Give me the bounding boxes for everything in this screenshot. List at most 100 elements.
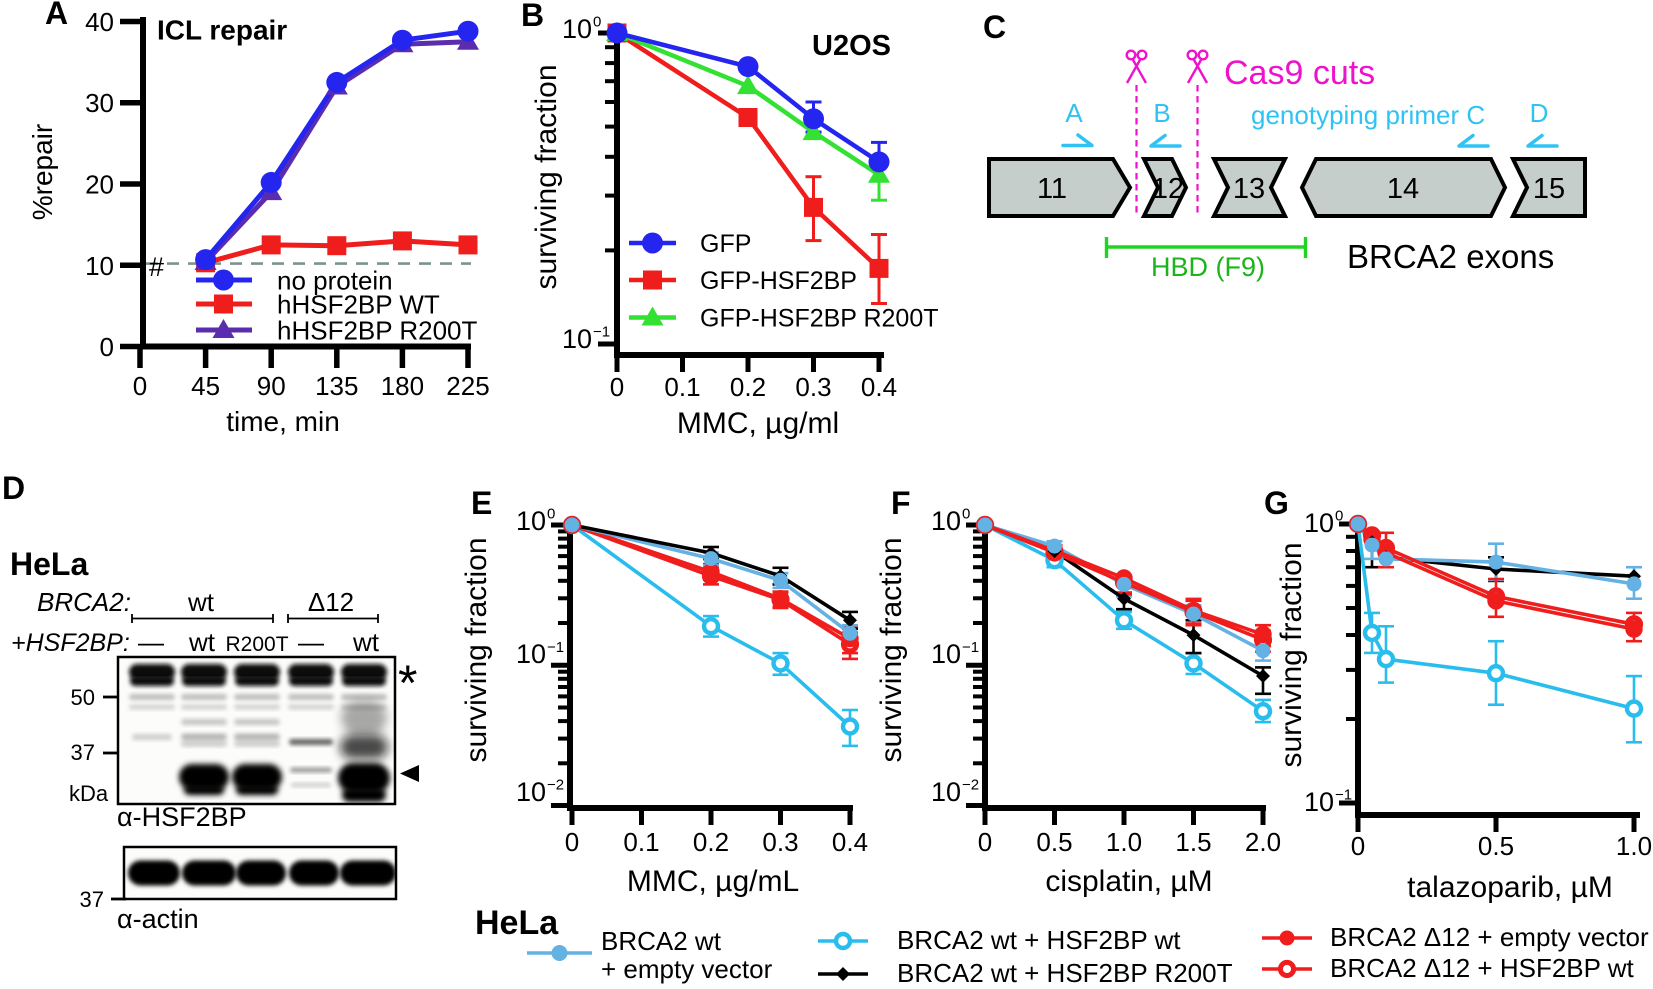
svg-text:B: B bbox=[521, 0, 544, 33]
svg-text:D: D bbox=[1530, 98, 1549, 128]
svg-text:1.0: 1.0 bbox=[1616, 831, 1652, 861]
svg-text:0: 0 bbox=[593, 14, 601, 31]
svg-text:surviving fraction: surviving fraction bbox=[530, 64, 563, 289]
svg-text:Δ12: Δ12 bbox=[308, 587, 354, 617]
svg-text:11: 11 bbox=[1037, 173, 1067, 205]
svg-text:wt: wt bbox=[352, 627, 380, 657]
svg-text:+ empty vector: + empty vector bbox=[601, 954, 773, 984]
svg-text:0: 0 bbox=[133, 371, 147, 401]
svg-text:0.2: 0.2 bbox=[730, 372, 766, 402]
svg-text:0.1: 0.1 bbox=[623, 827, 659, 857]
svg-text:10: 10 bbox=[1304, 508, 1334, 538]
svg-text:D: D bbox=[2, 470, 25, 506]
svg-text:1.0: 1.0 bbox=[1106, 827, 1142, 857]
svg-text:Cas9 cuts: Cas9 cuts bbox=[1224, 54, 1375, 92]
svg-text:A: A bbox=[1065, 98, 1083, 128]
svg-text:−1: −1 bbox=[547, 639, 564, 656]
svg-text:−1: −1 bbox=[962, 639, 979, 656]
svg-text:MMC, µg/mL: MMC, µg/mL bbox=[627, 865, 799, 898]
svg-text:135: 135 bbox=[315, 371, 358, 401]
svg-text:#: # bbox=[149, 252, 164, 282]
svg-text:HeLa: HeLa bbox=[475, 904, 559, 942]
svg-text:10: 10 bbox=[516, 506, 546, 536]
svg-text:30: 30 bbox=[85, 88, 114, 118]
svg-text:10: 10 bbox=[931, 506, 961, 536]
svg-text:BRCA2:: BRCA2: bbox=[37, 587, 131, 617]
svg-text:50: 50 bbox=[71, 685, 95, 710]
svg-text:+HSF2BP:: +HSF2BP: bbox=[11, 629, 130, 657]
svg-text:%repair: %repair bbox=[27, 124, 58, 220]
svg-text:13: 13 bbox=[1233, 173, 1265, 205]
svg-text:−1: −1 bbox=[593, 324, 610, 341]
svg-text:0.3: 0.3 bbox=[795, 372, 831, 402]
svg-text:10: 10 bbox=[931, 777, 961, 807]
svg-text:1.5: 1.5 bbox=[1175, 827, 1211, 857]
svg-text:0: 0 bbox=[565, 827, 579, 857]
svg-text:0: 0 bbox=[978, 827, 992, 857]
svg-text:MMC, µg/ml: MMC, µg/ml bbox=[677, 407, 839, 440]
svg-text:225: 225 bbox=[446, 371, 489, 401]
svg-text:37: 37 bbox=[71, 740, 95, 765]
svg-text:no protein: no protein bbox=[277, 266, 393, 296]
svg-text:G: G bbox=[1264, 485, 1289, 521]
svg-text:0: 0 bbox=[962, 506, 970, 523]
svg-text:C: C bbox=[983, 9, 1006, 45]
svg-text:surviving fraction: surviving fraction bbox=[460, 537, 493, 762]
svg-text:BRCA2 wt + HSF2BP wt: BRCA2 wt + HSF2BP wt bbox=[897, 925, 1181, 955]
svg-text:α-HSF2BP: α-HSF2BP bbox=[117, 802, 247, 832]
svg-text:0: 0 bbox=[100, 332, 114, 362]
svg-text:F: F bbox=[891, 485, 911, 521]
svg-text:40: 40 bbox=[85, 7, 114, 37]
svg-text:10: 10 bbox=[1304, 787, 1334, 817]
svg-text:0: 0 bbox=[1351, 831, 1365, 861]
svg-text:HBD (F9): HBD (F9) bbox=[1151, 252, 1265, 282]
svg-text:10: 10 bbox=[516, 777, 546, 807]
svg-text:15: 15 bbox=[1533, 173, 1565, 205]
svg-text:GFP-HSF2BP R200T: GFP-HSF2BP R200T bbox=[700, 305, 939, 333]
svg-text:45: 45 bbox=[191, 371, 220, 401]
svg-text:0.4: 0.4 bbox=[861, 372, 897, 402]
svg-text:R200T: R200T bbox=[225, 633, 288, 656]
svg-text:time, min: time, min bbox=[226, 406, 340, 437]
svg-text:BRCA2 wt + HSF2BP R200T: BRCA2 wt + HSF2BP R200T bbox=[897, 958, 1233, 984]
svg-text:90: 90 bbox=[257, 371, 286, 401]
svg-text:0.1: 0.1 bbox=[664, 372, 700, 402]
svg-text:10: 10 bbox=[562, 14, 592, 44]
svg-text:surviving fraction: surviving fraction bbox=[875, 537, 908, 762]
svg-text:20: 20 bbox=[85, 170, 114, 200]
svg-text:0.5: 0.5 bbox=[1036, 827, 1072, 857]
svg-text:cisplatin, µM: cisplatin, µM bbox=[1045, 865, 1212, 898]
svg-text:surviving fraction: surviving fraction bbox=[1275, 542, 1308, 767]
svg-text:0: 0 bbox=[1335, 508, 1343, 525]
svg-text:B: B bbox=[1153, 98, 1170, 128]
svg-text:−2: −2 bbox=[962, 777, 979, 794]
svg-text:0.3: 0.3 bbox=[762, 827, 798, 857]
svg-text:10: 10 bbox=[85, 251, 114, 281]
svg-text:ICL repair: ICL repair bbox=[157, 15, 287, 46]
svg-text:HeLa: HeLa bbox=[10, 546, 88, 582]
svg-text:12: 12 bbox=[1152, 173, 1184, 205]
svg-text:wt: wt bbox=[188, 627, 216, 657]
svg-text:—: — bbox=[138, 627, 164, 657]
svg-text:−2: −2 bbox=[547, 777, 564, 794]
svg-text:*: * bbox=[398, 655, 417, 711]
svg-text:GFP: GFP bbox=[700, 230, 751, 258]
svg-text:A: A bbox=[45, 0, 68, 31]
svg-text:0.4: 0.4 bbox=[832, 827, 868, 857]
svg-text:kDa: kDa bbox=[69, 781, 109, 806]
svg-text:14: 14 bbox=[1387, 173, 1419, 205]
svg-text:α-actin: α-actin bbox=[117, 904, 199, 934]
svg-text:BRCA2 exons: BRCA2 exons bbox=[1347, 238, 1554, 275]
svg-text:180: 180 bbox=[381, 371, 424, 401]
svg-text:0: 0 bbox=[610, 372, 624, 402]
svg-text:10: 10 bbox=[562, 324, 592, 354]
svg-text:BRCA2 wt: BRCA2 wt bbox=[601, 926, 722, 956]
svg-text:U2OS: U2OS bbox=[812, 30, 891, 62]
svg-text:0.2: 0.2 bbox=[693, 827, 729, 857]
svg-text:37: 37 bbox=[80, 887, 104, 912]
svg-text:—: — bbox=[298, 627, 324, 657]
svg-text:talazoparib, µM: talazoparib, µM bbox=[1407, 871, 1613, 904]
svg-text:0: 0 bbox=[547, 506, 555, 523]
svg-text:2.0: 2.0 bbox=[1245, 827, 1281, 857]
svg-text:hHSF2BP WT: hHSF2BP WT bbox=[277, 290, 440, 320]
